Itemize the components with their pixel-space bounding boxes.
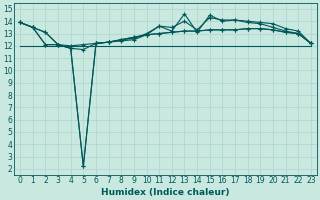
X-axis label: Humidex (Indice chaleur): Humidex (Indice chaleur)	[101, 188, 230, 197]
